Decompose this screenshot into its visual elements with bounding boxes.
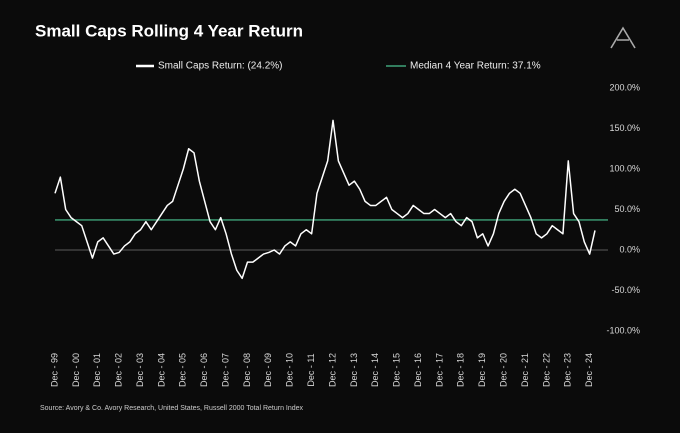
x-tick-label: Dec - 13 bbox=[349, 353, 359, 387]
y-tick-label: 200.0% bbox=[609, 82, 640, 92]
y-tick-label: 100.0% bbox=[609, 163, 640, 173]
x-tick-label: Dec - 03 bbox=[135, 353, 145, 387]
x-tick-label: Dec - 12 bbox=[327, 353, 337, 387]
y-tick-label: -100.0% bbox=[606, 325, 640, 335]
x-tick-label: Dec - 15 bbox=[392, 353, 402, 387]
x-tick-label: Dec - 05 bbox=[178, 353, 188, 387]
x-tick-label: Dec - 07 bbox=[220, 353, 230, 387]
x-tick-label: Dec - 16 bbox=[413, 353, 423, 387]
x-tick-label: Dec - 01 bbox=[92, 353, 102, 387]
x-tick-label: Dec - 23 bbox=[563, 353, 573, 387]
x-tick-label: Dec - 00 bbox=[71, 353, 81, 387]
legend-label: Median 4 Year Return: 37.1% bbox=[410, 61, 541, 72]
x-tick-label: Dec - 04 bbox=[156, 353, 166, 387]
x-tick-label: Dec - 19 bbox=[477, 353, 487, 387]
x-tick-label: Dec - 09 bbox=[263, 353, 273, 387]
y-tick-label: 50.0% bbox=[614, 204, 640, 214]
chart-title: Small Caps Rolling 4 Year Return bbox=[35, 21, 303, 40]
x-tick-label: Dec - 20 bbox=[498, 353, 508, 387]
x-tick-label: Dec - 14 bbox=[370, 353, 380, 387]
x-tick-label: Dec - 21 bbox=[520, 353, 530, 387]
y-tick-label: -50.0% bbox=[611, 285, 640, 295]
y-tick-label: 150.0% bbox=[609, 123, 640, 133]
x-tick-label: Dec - 10 bbox=[285, 353, 295, 387]
x-tick-label: Dec - 02 bbox=[114, 353, 124, 387]
x-tick-label: Dec - 22 bbox=[541, 353, 551, 387]
x-tick-label: Dec - 06 bbox=[199, 353, 209, 387]
x-tick-label: Dec - 99 bbox=[49, 353, 59, 387]
logo bbox=[610, 26, 636, 49]
x-tick-label: Dec - 18 bbox=[456, 353, 466, 387]
legend-label: Small Caps Return: (24.2%) bbox=[158, 61, 283, 72]
x-tick-label: Dec - 17 bbox=[434, 353, 444, 387]
x-tick-label: Dec - 24 bbox=[584, 353, 594, 387]
x-tick-label: Dec - 08 bbox=[242, 353, 252, 387]
y-tick-label: 0.0% bbox=[619, 244, 640, 254]
data-line bbox=[54, 119, 596, 280]
source-note: Source: Avory & Co. Avory Research, Unit… bbox=[40, 405, 304, 412]
x-tick-label: Dec - 11 bbox=[306, 353, 316, 386]
